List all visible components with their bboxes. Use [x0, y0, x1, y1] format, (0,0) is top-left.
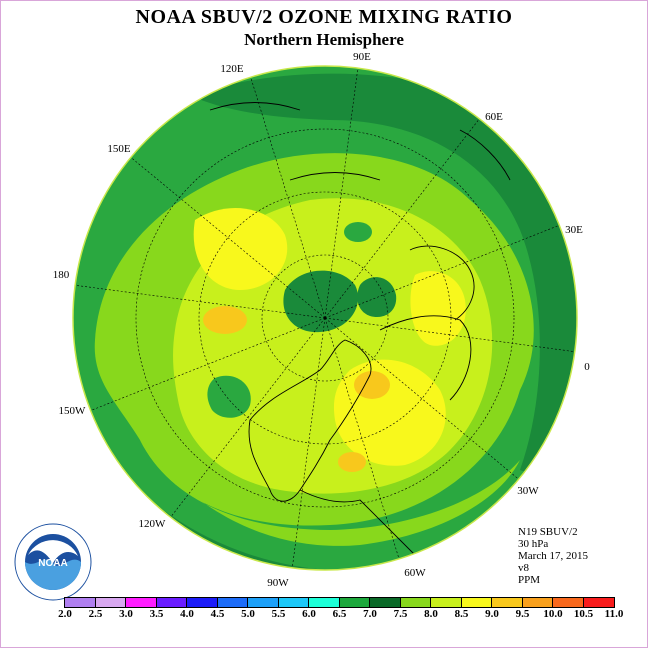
info-version: v8 [518, 562, 529, 574]
colorbar-tick-label: 6.0 [302, 608, 316, 620]
info-satellite: N19 SBUV/2 [518, 526, 578, 538]
field-7-0-arc [190, 73, 577, 472]
hemisphere-edge [72, 65, 578, 571]
info-units: PPM [518, 574, 541, 586]
colorbar-tick-label: 8.5 [454, 608, 469, 620]
lon-label-180: 180 [53, 269, 70, 281]
coastlines [209, 102, 511, 561]
colorbar-tick-label: 7.5 [393, 608, 408, 620]
colorbar-tick-label: 10.5 [573, 608, 594, 620]
colorbar-tick-label: 2.0 [58, 608, 72, 620]
field-9-0-a [203, 306, 247, 334]
colorbar-tick-label: 11.0 [604, 608, 624, 620]
colorbar-tick-label: 5.0 [241, 608, 255, 620]
lon-label-60w: 60W [404, 567, 426, 579]
colorbar-cell [370, 598, 401, 607]
colorbar-tick-label: 3.5 [149, 608, 164, 620]
colorbar-labels: 2.0 2.5 3.0 3.5 4.0 4.5 5.0 5.5 6.0 6.5 7.0 7.5 8.0 8… [0, 608, 648, 622]
ozone-field [73, 66, 577, 570]
info-level: 30 hPa [518, 538, 549, 550]
lon-label-30e: 30E [565, 224, 583, 236]
field-8-5-europe [410, 271, 466, 346]
noaa-logo: NOAA [14, 523, 92, 601]
lon-label-150e: 150E [107, 143, 131, 155]
colorbar-tick-label: 3.0 [119, 608, 133, 620]
colorbar-tick-label: 9.5 [515, 608, 530, 620]
colorbar-cell [187, 598, 218, 607]
field-polar-low-b [357, 277, 397, 318]
colorbar-tick-label: 5.5 [271, 608, 286, 620]
colorbar [64, 597, 615, 608]
colorbar-cell [217, 598, 248, 607]
lon-label-150w: 150W [59, 405, 87, 417]
colorbar-cell [65, 598, 96, 607]
logo-text: NOAA [38, 558, 67, 569]
colorbar-cell [431, 598, 462, 607]
lon-label-120e: 120E [220, 63, 244, 75]
colorbar-tick-label: 6.5 [332, 608, 347, 620]
lon-label-30w: 30W [517, 485, 539, 497]
colorbar-tick-label: 8.0 [424, 608, 438, 620]
colorbar-cell [278, 598, 309, 607]
colorbar-tick-label: 4.5 [210, 608, 225, 620]
colorbar-tick-label: 2.5 [88, 608, 103, 620]
colorbar-cell [583, 598, 614, 607]
field-polar-low-a [283, 270, 359, 333]
colorbar-cell [522, 598, 553, 607]
colorbar-cell [156, 598, 187, 607]
colorbar-cell [126, 598, 157, 607]
lon-label-0: 0 [584, 361, 590, 373]
map-title: NOAA SBUV/2 OZONE MIXING RATIO [135, 6, 513, 28]
lon-label-60e: 60E [485, 111, 503, 123]
colorbar-cell [309, 598, 340, 607]
field-polar-low-c [344, 222, 372, 242]
field-9-0-b [354, 371, 390, 399]
colorbar-cell [553, 598, 584, 607]
graticule [73, 66, 577, 570]
field-pacific-low [207, 375, 251, 418]
lon-label-120w: 120W [139, 518, 167, 530]
info-date: March 17, 2015 [518, 550, 588, 562]
colorbar-tick-label: 7.0 [363, 608, 377, 620]
longitude-labels: 90E 60E 30E 0 30W 60W 90W 120W 150W 180 … [53, 51, 591, 589]
colorbar-cell [461, 598, 492, 607]
colorbar-cell [248, 598, 279, 607]
colorbar-cell [95, 598, 126, 607]
colorbar-tick-label: 9.0 [485, 608, 499, 620]
field-lower-ring [140, 440, 520, 546]
colorbar-cell [339, 598, 370, 607]
colorbar-tick-label: 10.0 [543, 608, 563, 620]
map-subtitle: Northern Hemisphere [244, 30, 404, 49]
lon-label-90w: 90W [267, 577, 289, 589]
field-9-0-c [338, 452, 366, 472]
lon-label-90e: 90E [353, 51, 371, 63]
colorbar-cell [492, 598, 523, 607]
colorbar-cell [400, 598, 431, 607]
colorbar-tick-label: 4.0 [180, 608, 194, 620]
